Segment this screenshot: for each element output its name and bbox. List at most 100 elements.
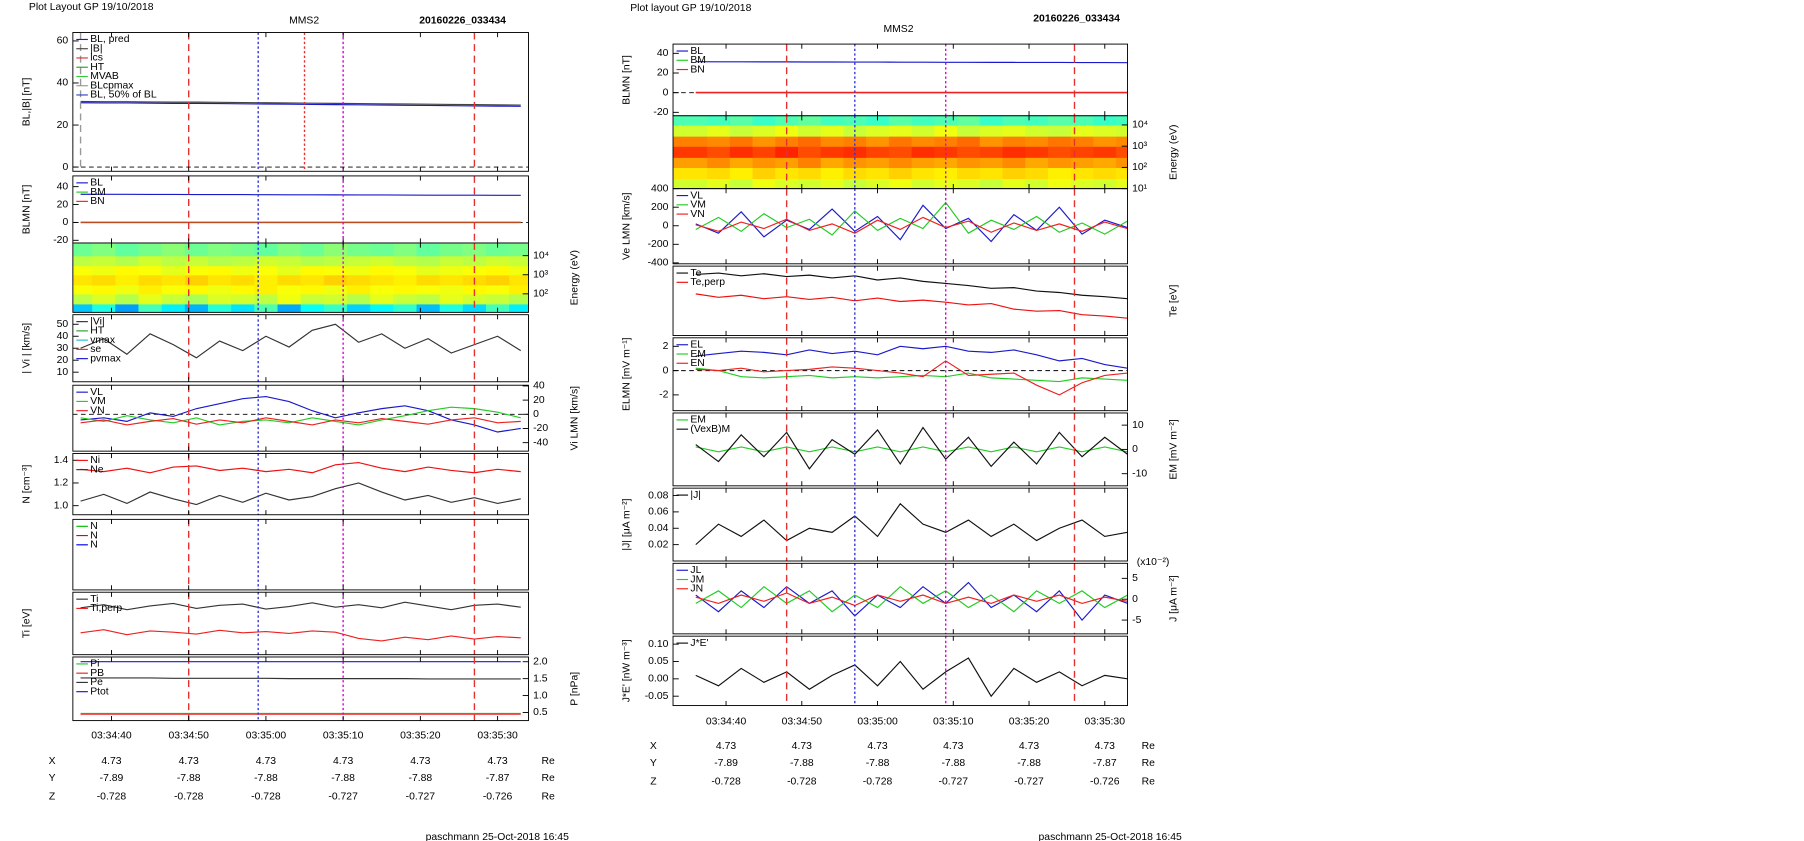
heatmap-cell <box>707 178 731 189</box>
y-tick-label: 10³ <box>533 269 549 280</box>
heatmap-cell <box>729 178 754 189</box>
x-tick-label: 03:34:50 <box>168 730 209 741</box>
heatmap-cell <box>1002 136 1026 147</box>
series-line <box>695 367 1128 383</box>
legend-label: VN <box>690 209 704 220</box>
heatmap-cell <box>323 255 348 267</box>
heatmap-cell <box>1047 167 1072 180</box>
legend-label: EL <box>690 340 703 351</box>
y-tick-label: 20 <box>657 68 669 79</box>
heatmap-cell <box>707 124 731 137</box>
legend-label: EM <box>690 415 706 426</box>
heatmap-cell <box>673 115 708 126</box>
heatmap-cell <box>439 303 464 313</box>
heatmap-cell <box>752 157 776 168</box>
heatmap-cell <box>820 157 845 168</box>
panel-frame <box>72 314 529 383</box>
plot-header: Plot layout GP 19/10/2018 <box>630 3 751 14</box>
heatmap-cell <box>1047 124 1072 137</box>
heatmap-cell <box>866 136 890 147</box>
heatmap-cell <box>138 293 163 305</box>
heatmap-cell <box>1025 124 1049 137</box>
heatmap-cell <box>439 284 464 295</box>
panel <box>673 337 1128 411</box>
heatmap-cell <box>673 146 708 158</box>
heatmap-cell <box>1002 146 1026 158</box>
x-tick-label: 03:35:00 <box>246 730 287 741</box>
heatmap-cell <box>1025 157 1049 168</box>
legend-label: EM <box>690 349 706 360</box>
y-tick-label: 200 <box>651 202 669 213</box>
heatmap-cell <box>254 255 279 267</box>
heatmap-cell <box>184 274 209 286</box>
heatmap-cell <box>347 265 371 276</box>
heatmap-cell <box>509 242 529 257</box>
ephemeris-value: -7.88 <box>409 773 433 784</box>
heatmap-cell <box>798 178 822 189</box>
heatmap-cell <box>277 303 302 313</box>
x-tick-label: 03:35:20 <box>400 730 441 741</box>
heatmap-cell <box>729 157 754 168</box>
heatmap-cell <box>72 293 93 305</box>
heatmap-cell <box>1093 167 1117 180</box>
legend-label: VM <box>690 200 706 211</box>
legend-label: HT <box>90 62 105 73</box>
y-axis-label: J*E' [nW m⁻³] <box>622 639 633 702</box>
y-tick-label: 0.10 <box>648 639 668 650</box>
heatmap-cell <box>957 157 981 168</box>
y-tick-label: 0 <box>62 162 68 173</box>
y-tick-label: -5 <box>1132 615 1141 626</box>
heatmap-cell <box>979 167 1004 180</box>
panel-frame <box>72 32 529 172</box>
ephemeris-value: -0.726 <box>483 792 513 803</box>
ephemeris-value: -7.88 <box>941 758 965 769</box>
heatmap-cell <box>509 274 529 286</box>
y-axis-label: |J| [μA m⁻²] <box>622 498 633 550</box>
y-tick-label: 10² <box>1132 162 1148 173</box>
heatmap-cell <box>439 265 464 276</box>
heatmap-cell <box>866 124 890 137</box>
legend-label: (VexB)M <box>690 424 730 435</box>
footer: paschmann 25-Oct-2018 16:45 <box>1039 832 1182 841</box>
legend-label: Te,perp <box>690 277 725 288</box>
heatmap-cell <box>138 255 163 267</box>
ephemeris-value: 4.73 <box>410 756 430 767</box>
heatmap-cell <box>161 242 186 257</box>
heatmap-cell <box>115 274 140 286</box>
heatmap-cell <box>820 115 845 126</box>
y-tick-label: 1.2 <box>54 478 69 489</box>
panel-frame <box>672 635 1128 707</box>
series-line <box>80 102 521 107</box>
x-tick-label: 03:35:10 <box>933 716 974 727</box>
panel-frame <box>72 384 529 452</box>
heatmap-cell <box>138 274 163 286</box>
y-axis-label: Energy (eV) <box>1169 124 1180 179</box>
heatmap-cell <box>115 255 140 267</box>
heatmap-cell <box>1093 146 1117 158</box>
ephemeris-label: X <box>650 741 657 752</box>
heatmap-cell <box>439 293 464 305</box>
series-line <box>695 201 1128 236</box>
heatmap-cell <box>300 274 325 286</box>
y-tick-label: 0.02 <box>648 539 668 550</box>
heatmap-cell <box>231 293 255 305</box>
heatmap-cell <box>798 115 822 126</box>
x-tick-label: 03:34:40 <box>706 716 747 727</box>
heatmap-cell <box>92 293 116 305</box>
heatmap-cell <box>231 265 255 276</box>
heatmap-cell <box>323 242 348 257</box>
heatmap-cell <box>979 136 1004 147</box>
legend-label: JL <box>690 565 701 576</box>
heatmap-cell <box>323 303 348 313</box>
ephemeris-value: -0.727 <box>406 792 436 803</box>
heatmap-cell <box>911 136 935 147</box>
heatmap-cell <box>439 242 464 257</box>
y-tick-label: 20 <box>533 395 545 406</box>
heatmap-cell <box>1093 115 1117 126</box>
heatmap-cell <box>231 284 255 295</box>
heatmap-cell <box>300 255 325 267</box>
heatmap-cell <box>207 255 232 267</box>
heatmap-cell <box>138 265 163 276</box>
heatmap-cell <box>439 255 464 267</box>
heatmap-cell <box>231 303 255 313</box>
